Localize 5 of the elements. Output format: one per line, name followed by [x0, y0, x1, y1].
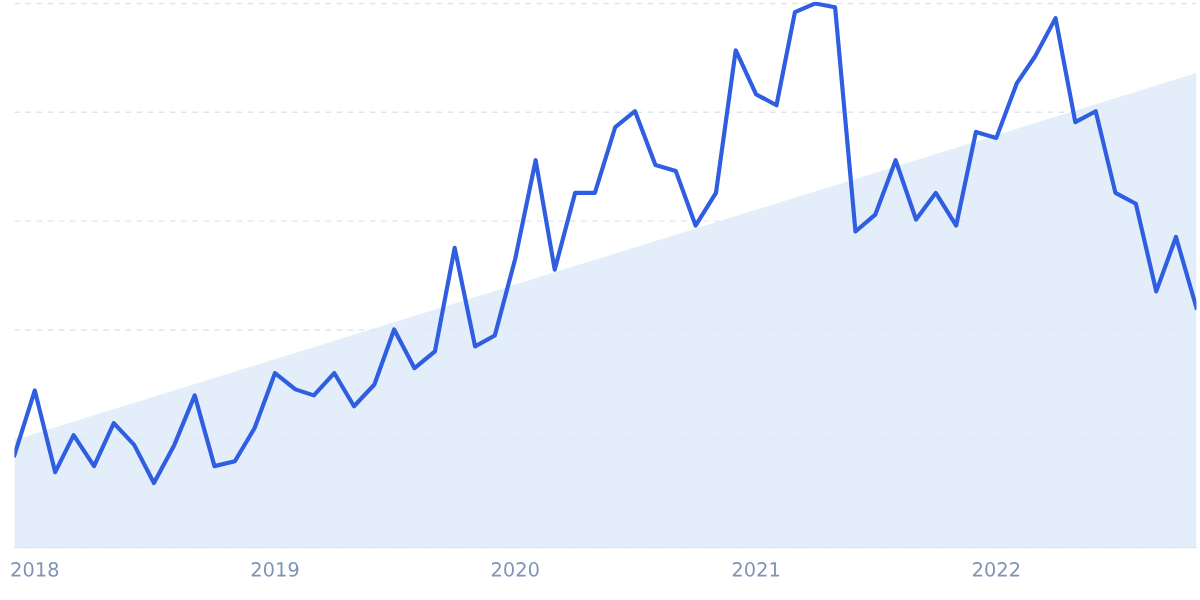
x-tick-label: 2018 — [11, 562, 59, 577]
x-tick-label: 2020 — [491, 562, 539, 577]
x-tick-label: 2021 — [732, 562, 780, 577]
x-tick-label: 2022 — [973, 562, 1020, 577]
x-tick-label: 2019 — [251, 562, 299, 577]
